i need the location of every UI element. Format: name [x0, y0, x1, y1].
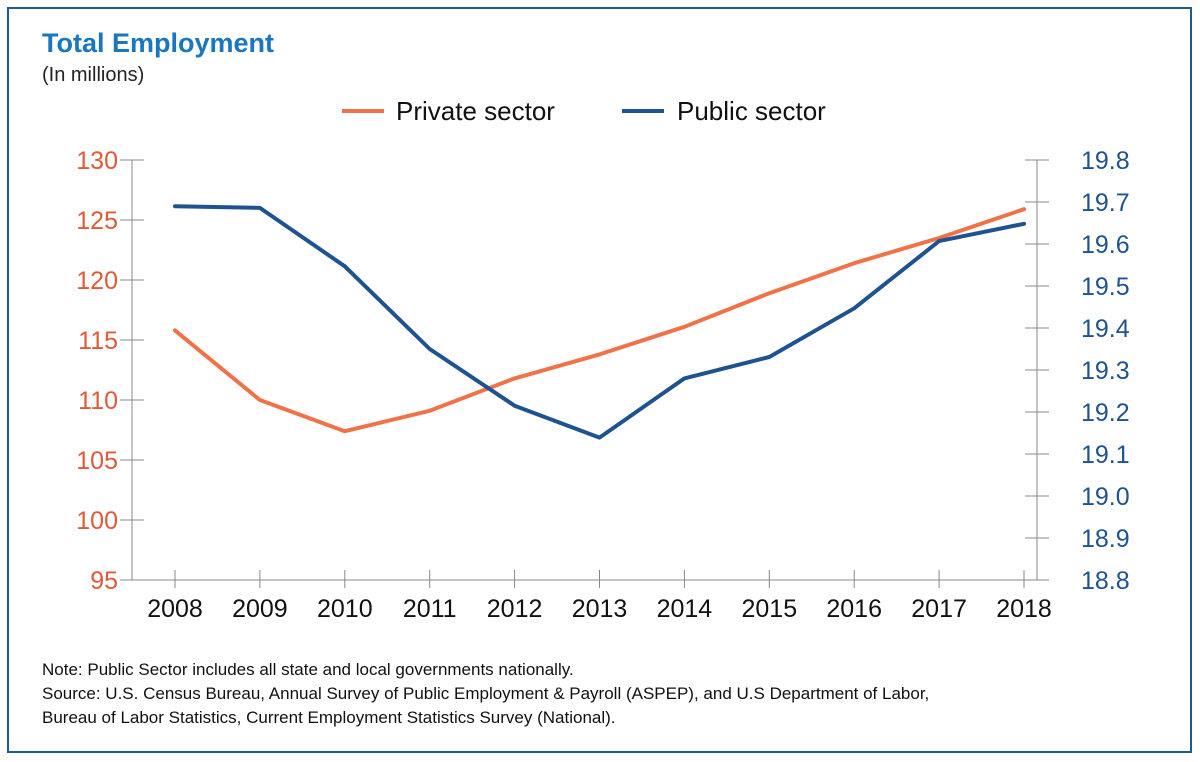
right-axis-tick-label: 19.1: [1081, 441, 1130, 469]
right-axis-tick-label: 18.9: [1081, 525, 1130, 553]
x-axis-tick-label: 2011: [403, 595, 457, 623]
left-axis-tick-label: 125: [76, 207, 118, 235]
left-axis-tick-label: 105: [76, 447, 118, 475]
footnotes: Note: Public Sector includes all state a…: [42, 658, 929, 730]
right-axis-tick-label: 19.4: [1081, 315, 1130, 343]
private-sector-line: [173, 207, 1026, 434]
x-axis-tick-label: 2016: [826, 595, 882, 623]
right-axis-tick-label: 19.2: [1081, 399, 1130, 427]
source-text-1: Source: U.S. Census Bureau, Annual Surve…: [42, 684, 930, 703]
x-axis-tick-label: 2017: [911, 595, 967, 623]
left-axis-tick-label: 110: [78, 387, 118, 415]
chart-subtitle: (In millions): [42, 64, 145, 86]
legend-label-public: Public sector: [677, 96, 826, 126]
public-sector-line: [173, 204, 1026, 440]
right-axis-tick-label: 19.3: [1081, 357, 1130, 385]
x-axis-tick-label: 2010: [317, 595, 373, 623]
left-axis-tick-label: 115: [78, 327, 118, 355]
left-axis-tick-label: 100: [76, 507, 118, 535]
left-axis-tick-label: 95: [90, 567, 118, 595]
x-axis-tick-label: 2009: [232, 595, 288, 623]
legend-label-private: Private sector: [396, 96, 555, 126]
x-axis-tick-label: 2008: [147, 595, 203, 623]
x-axis-tick-label: 2013: [572, 595, 628, 623]
left-axis-tick-label: 120: [76, 267, 118, 295]
right-axis-tick-label: 19.0: [1081, 483, 1130, 511]
note-text: Note: Public Sector includes all state a…: [42, 660, 574, 679]
chart-title: Total Employment: [42, 28, 275, 58]
left-axis-tick-label: 130: [76, 147, 118, 175]
right-axis-tick-label: 19.8: [1081, 147, 1130, 175]
x-axis-tick-label: 2018: [996, 595, 1052, 623]
x-axis-tick-label: 2015: [741, 595, 797, 623]
right-axis-tick-label: 19.5: [1081, 273, 1130, 301]
right-axis-tick-label: 19.7: [1081, 189, 1130, 217]
source-text-2: Bureau of Labor Statistics, Current Empl…: [42, 708, 616, 727]
x-axis-tick-label: 2014: [657, 595, 713, 623]
chart-frame: [7, 7, 1192, 753]
right-axis-tick-label: 19.6: [1081, 231, 1130, 259]
right-axis-tick-label: 18.8: [1081, 567, 1130, 595]
x-axis-tick-label: 2012: [487, 595, 543, 623]
